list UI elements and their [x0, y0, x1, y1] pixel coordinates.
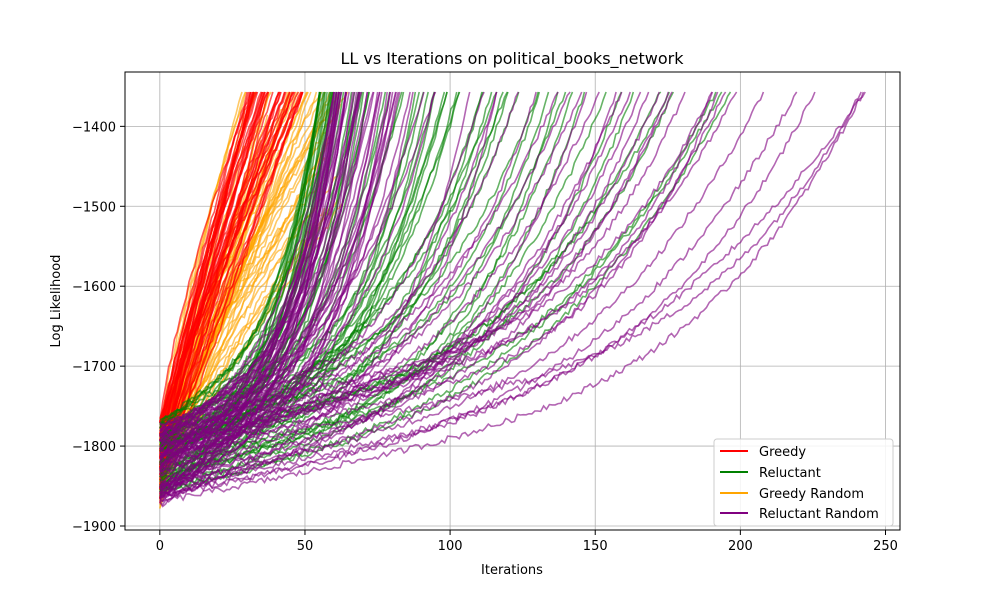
reluctant-random-run-line — [159, 91, 738, 443]
y-tick-label: −1900 — [72, 520, 116, 535]
reluctant-run-line — [159, 91, 550, 497]
reluctant-random-run-line — [159, 91, 342, 487]
reluctant-random-run-line — [159, 91, 642, 443]
reluctant-random-run-line — [159, 91, 617, 488]
reluctant-random-run-line — [159, 91, 381, 451]
reluctant-random-run-line — [159, 91, 865, 503]
legend-label-greedy-random: Greedy Random — [759, 487, 864, 502]
x-tick-label: 250 — [873, 539, 898, 554]
reluctant-random-run-line — [159, 91, 348, 459]
greedy-run-line — [159, 91, 255, 458]
reluctant-random-run-line — [159, 91, 631, 467]
x-tick-label: 50 — [297, 539, 314, 554]
greedy-run-line — [159, 91, 291, 472]
reluctant-random-run-line — [159, 91, 361, 492]
reluctant-random-run-line — [159, 91, 623, 500]
legend-label-greedy: Greedy — [759, 445, 806, 460]
greedy-run-line — [159, 91, 263, 490]
x-axis-label: Iterations — [481, 563, 543, 578]
y-tick-label: −1700 — [72, 360, 116, 375]
reluctant-random-run-line — [159, 91, 337, 501]
reluctant-random-run-line — [159, 91, 338, 487]
reluctant-random-run-line — [159, 91, 727, 491]
x-tick-label: 0 — [156, 539, 164, 554]
x-tick-label: 200 — [728, 539, 753, 554]
reluctant-random-run-line — [159, 91, 411, 474]
reluctant-random-run-line — [159, 91, 798, 499]
legend: Greedy Reluctant Greedy Random Reluctant… — [713, 438, 894, 527]
legend-box — [713, 438, 894, 527]
greedy-run-line — [159, 91, 302, 469]
reluctant-random-run-line — [159, 91, 765, 490]
greedy-run-line — [159, 91, 282, 465]
axis-ticks: 0 50 100 150 200 250 −1900 −1800 −1700 −1600 −1500… — [72, 120, 898, 554]
reluctant-random-run-line — [159, 91, 471, 507]
chart-title: LL vs Iterations on political_books_netw… — [340, 49, 684, 69]
plot-frame — [124, 71, 901, 531]
greedy-run-line — [159, 91, 269, 441]
run-lines — [159, 91, 866, 509]
reluctant-random-run-line — [159, 91, 660, 456]
y-axis-label: Log Likelihood — [49, 255, 64, 348]
reluctant-run-line — [159, 91, 607, 483]
reluctant-random-run-line — [159, 91, 520, 428]
y-tick-label: −1400 — [72, 120, 116, 135]
legend-label-reluctant: Reluctant — [759, 466, 821, 481]
greedy-run-line — [159, 91, 252, 424]
reluctant-random-run-line — [159, 91, 437, 435]
x-tick-label: 150 — [583, 539, 608, 554]
y-tick-label: −1600 — [72, 280, 116, 295]
x-tick-label: 100 — [438, 539, 463, 554]
y-tick-label: −1800 — [72, 440, 116, 455]
reluctant-random-run-line — [159, 91, 485, 452]
legend-label-reluctant-random: Reluctant Random — [759, 507, 879, 522]
greedy-random-run-line — [159, 91, 247, 432]
reluctant-random-run-line — [159, 91, 862, 457]
reluctant-random-run-line — [159, 91, 816, 490]
y-tick-label: −1500 — [72, 200, 116, 215]
